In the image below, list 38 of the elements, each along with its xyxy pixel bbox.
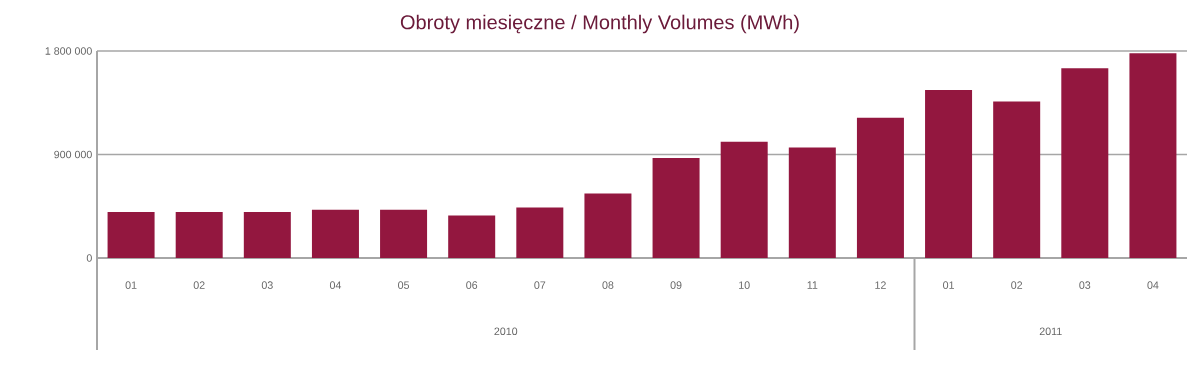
x-tick-label: 12	[875, 281, 886, 289]
bar	[448, 215, 496, 258]
x-tick-label: 04	[329, 281, 342, 289]
bar	[107, 211, 155, 258]
y-tick-label: 1 800 000	[45, 47, 92, 55]
x-tick-label: 01	[943, 281, 954, 289]
bar	[516, 207, 564, 258]
x-tick-label: 07	[534, 281, 546, 289]
x-tick-label: 06	[466, 281, 478, 289]
y-tick-label: 0	[86, 254, 92, 262]
y-tick-label: 900 000	[54, 150, 92, 159]
bar	[720, 141, 768, 258]
chart-title: Obroty miesięczne / Monthly Volumes (MWh)	[400, 14, 799, 34]
bar	[1129, 53, 1177, 258]
x-tick-label: 02	[193, 281, 205, 289]
text: 2011	[1039, 327, 1062, 336]
bar	[243, 211, 291, 258]
x-tick-label: 05	[398, 281, 410, 289]
bar	[856, 117, 904, 258]
x-tick-label: 04	[1147, 281, 1159, 289]
x-tick-label: 03	[261, 281, 273, 289]
bar	[584, 193, 632, 258]
x-tick-label: 09	[670, 281, 682, 289]
x-tick-label: 10	[739, 281, 750, 289]
x-tick-label: 03	[1079, 281, 1091, 289]
x-tick-label: 08	[602, 281, 614, 289]
x-tick-label: 02	[1011, 281, 1023, 289]
bar	[788, 147, 836, 258]
x-tick-label: 01	[125, 281, 137, 289]
x-tick-label: 11	[807, 281, 818, 289]
bar	[311, 209, 359, 258]
bar	[380, 209, 428, 258]
bar	[993, 101, 1041, 258]
bar	[925, 90, 973, 258]
bar	[1061, 68, 1109, 258]
bar	[175, 211, 223, 258]
text: 2010	[494, 327, 518, 336]
bar	[652, 157, 700, 258]
